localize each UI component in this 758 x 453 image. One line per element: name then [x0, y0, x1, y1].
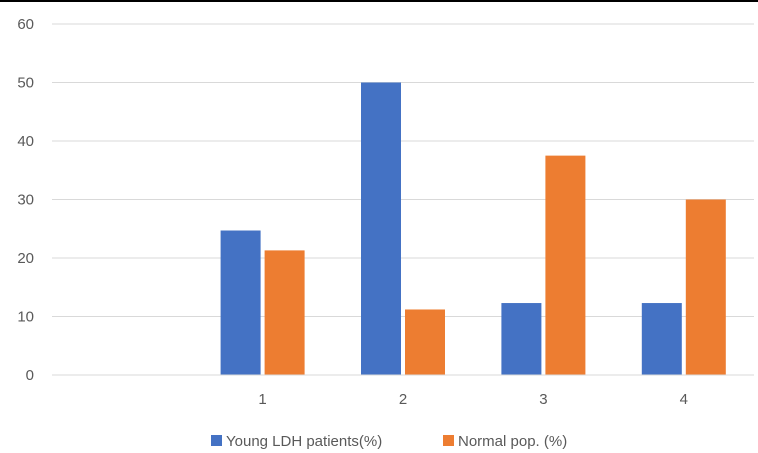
legend-swatch — [211, 435, 222, 446]
y-tick-label: 20 — [17, 250, 34, 267]
legend-swatch — [443, 435, 454, 446]
bar-normal-pop — [685, 199, 726, 375]
x-tick-label: 2 — [399, 391, 407, 408]
y-tick-label: 30 — [17, 192, 34, 209]
x-tick-label: 4 — [680, 391, 688, 408]
bar-normal-pop — [264, 250, 305, 375]
bar-young-ldh — [361, 82, 401, 375]
y-axis-ticks: 0 10 20 30 40 50 60 — [17, 16, 34, 384]
bar-young-ldh — [501, 303, 542, 375]
y-tick-label: 40 — [17, 133, 34, 150]
bar-young-ldh — [641, 303, 682, 375]
bar-young-ldh — [220, 230, 261, 375]
bar-normal-pop — [405, 309, 445, 375]
bars — [220, 82, 726, 375]
legend: Young LDH patients(%) Normal pop. (%) — [211, 433, 567, 450]
x-tick-label: 1 — [258, 391, 266, 408]
gridlines — [52, 23, 754, 317]
y-tick-label: 0 — [26, 367, 34, 384]
bar-normal-pop — [545, 155, 586, 375]
y-tick-label: 10 — [17, 309, 34, 326]
x-tick-label: 3 — [539, 391, 547, 408]
x-axis-ticks: 1 2 3 4 — [258, 391, 688, 408]
y-tick-label: 60 — [17, 16, 34, 33]
legend-label: Normal pop. (%) — [458, 433, 567, 450]
legend-label: Young LDH patients(%) — [226, 433, 382, 450]
y-tick-label: 50 — [17, 75, 34, 92]
